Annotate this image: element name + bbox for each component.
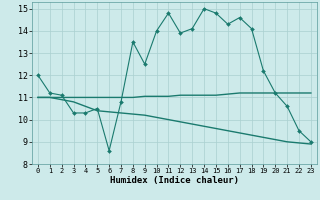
X-axis label: Humidex (Indice chaleur): Humidex (Indice chaleur) — [110, 176, 239, 185]
